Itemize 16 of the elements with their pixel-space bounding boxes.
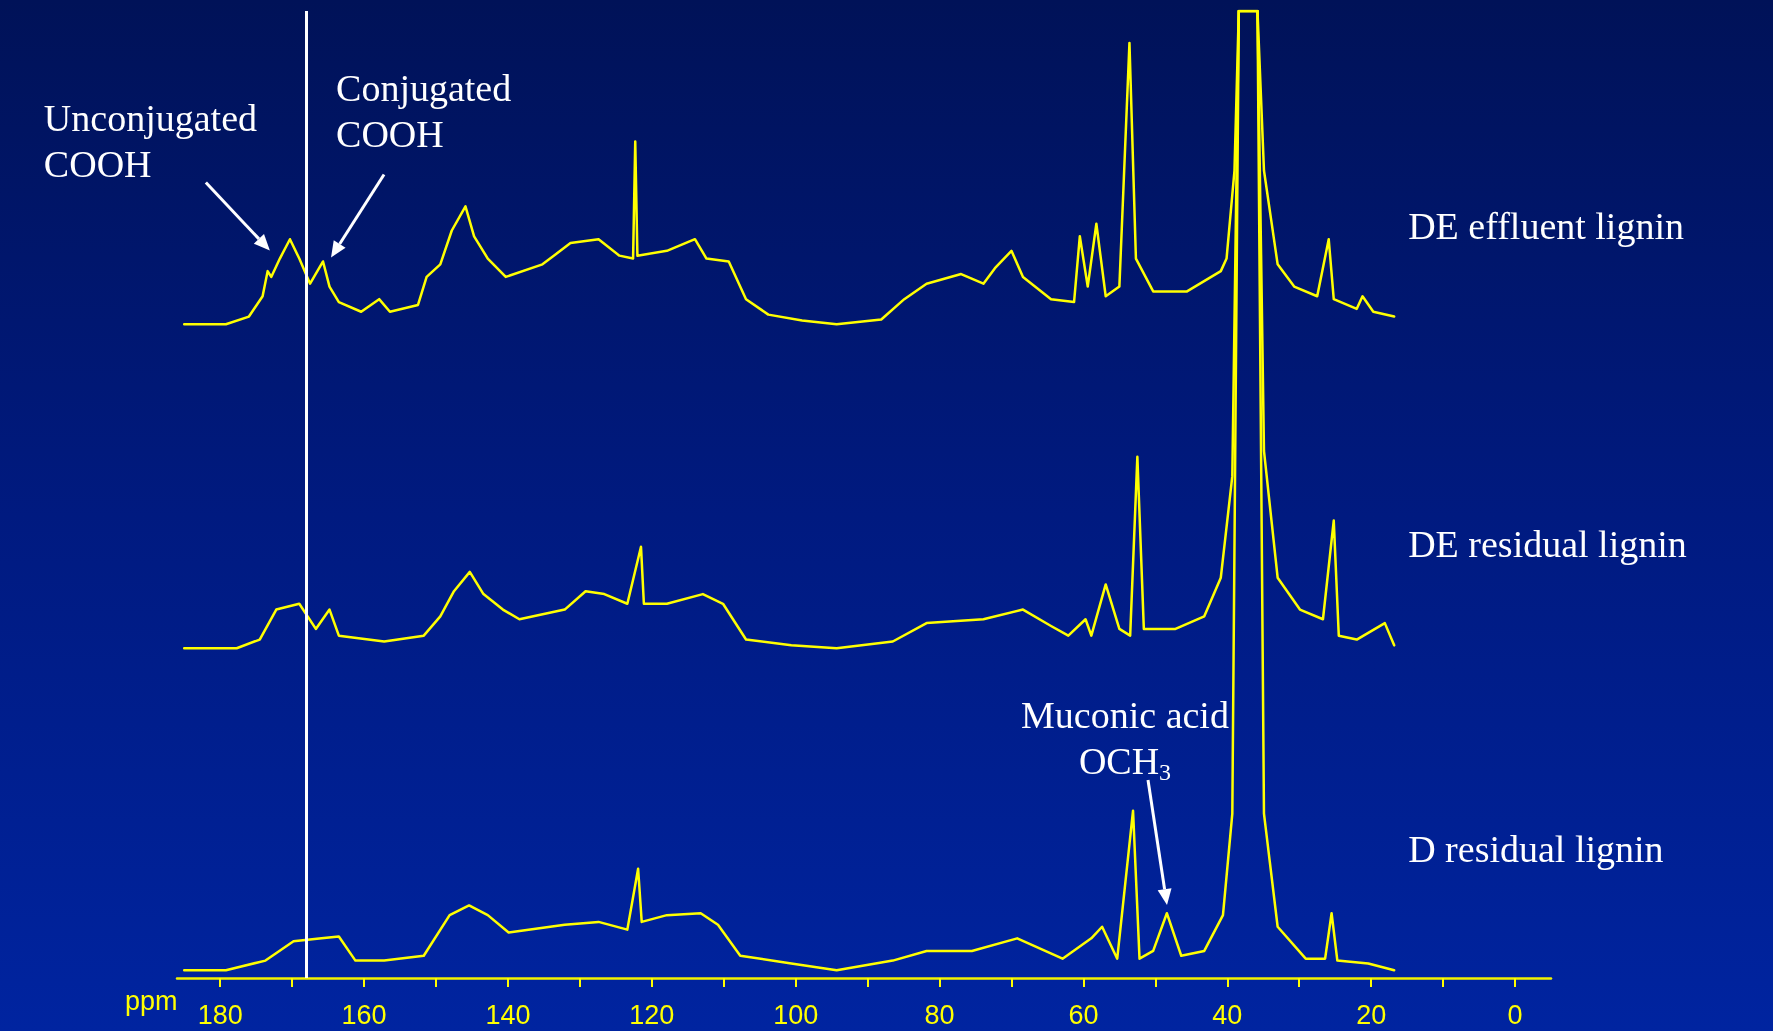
x-tick-label: 80 [924,999,955,1030]
x-tick-label: 160 [341,999,387,1030]
series-label: DE residual lignin [1408,523,1687,566]
x-tick-label: 0 [1507,999,1523,1030]
series-label: DE effluent lignin [1408,204,1684,247]
x-tick-label: 140 [485,999,531,1030]
x-axis-title: ppm [125,985,178,1016]
x-tick-label: 120 [629,999,675,1030]
text: D residual lignin [1408,828,1664,871]
annotation: Unconjugated COOH [43,96,258,185]
x-tick-label: 20 [1356,999,1387,1030]
x-tick-label: 100 [773,999,819,1030]
x-tick-label: 180 [197,999,243,1030]
annotation: Conjugated COOH [336,67,512,156]
x-tick-label: 40 [1212,999,1243,1030]
x-tick-label: 60 [1068,999,1099,1030]
